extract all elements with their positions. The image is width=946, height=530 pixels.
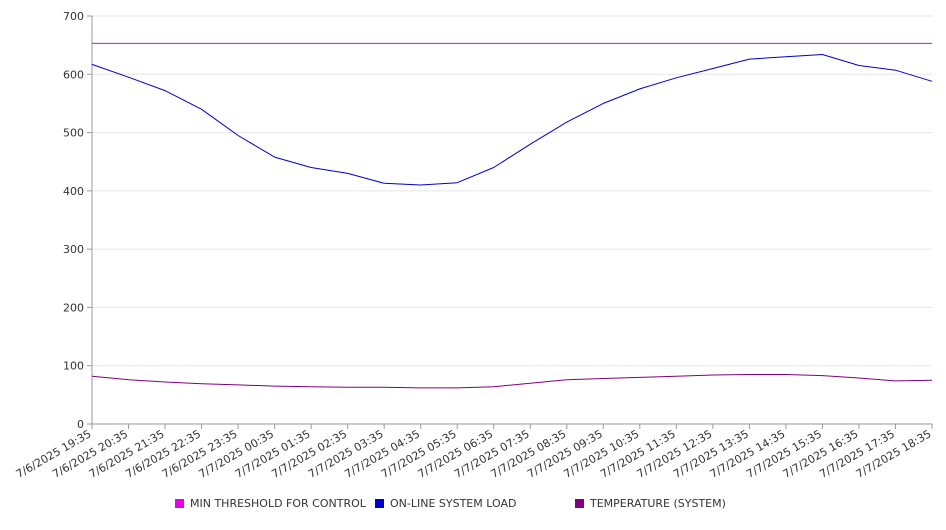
legend-swatch bbox=[375, 499, 384, 508]
axis-layer bbox=[87, 15, 933, 429]
series-line-on-line-system-load bbox=[91, 54, 933, 186]
y-tick-label: 0 bbox=[77, 418, 84, 431]
legend-item-min-threshold-for-control[interactable]: MIN THRESHOLD FOR CONTROL bbox=[175, 497, 366, 510]
legend-swatch bbox=[575, 499, 584, 508]
y-tick-label: 200 bbox=[63, 301, 84, 314]
y-tick-label: 100 bbox=[63, 360, 84, 373]
y-tick-label: 400 bbox=[63, 185, 84, 198]
legend-label: MIN THRESHOLD FOR CONTROL bbox=[190, 497, 366, 510]
grid-layer bbox=[92, 15, 932, 367]
legend-label: ON-LINE SYSTEM LOAD bbox=[390, 497, 517, 510]
y-tick-label: 500 bbox=[63, 127, 84, 140]
legend-item-temperature-system[interactable]: TEMPERATURE (SYSTEM) bbox=[575, 497, 726, 510]
series-layer bbox=[91, 42, 933, 389]
chart-legend: MIN THRESHOLD FOR CONTROL ON-LINE SYSTEM … bbox=[0, 497, 946, 515]
y-tick-label: 700 bbox=[63, 10, 84, 23]
legend-item-on-line-system-load[interactable]: ON-LINE SYSTEM LOAD bbox=[375, 497, 516, 510]
series-line-temperature-system bbox=[91, 374, 933, 389]
legend-swatch bbox=[175, 499, 184, 508]
legend-label: TEMPERATURE (SYSTEM) bbox=[590, 497, 726, 510]
y-tick-label: 300 bbox=[63, 243, 84, 256]
y-tick-label: 600 bbox=[63, 68, 84, 81]
